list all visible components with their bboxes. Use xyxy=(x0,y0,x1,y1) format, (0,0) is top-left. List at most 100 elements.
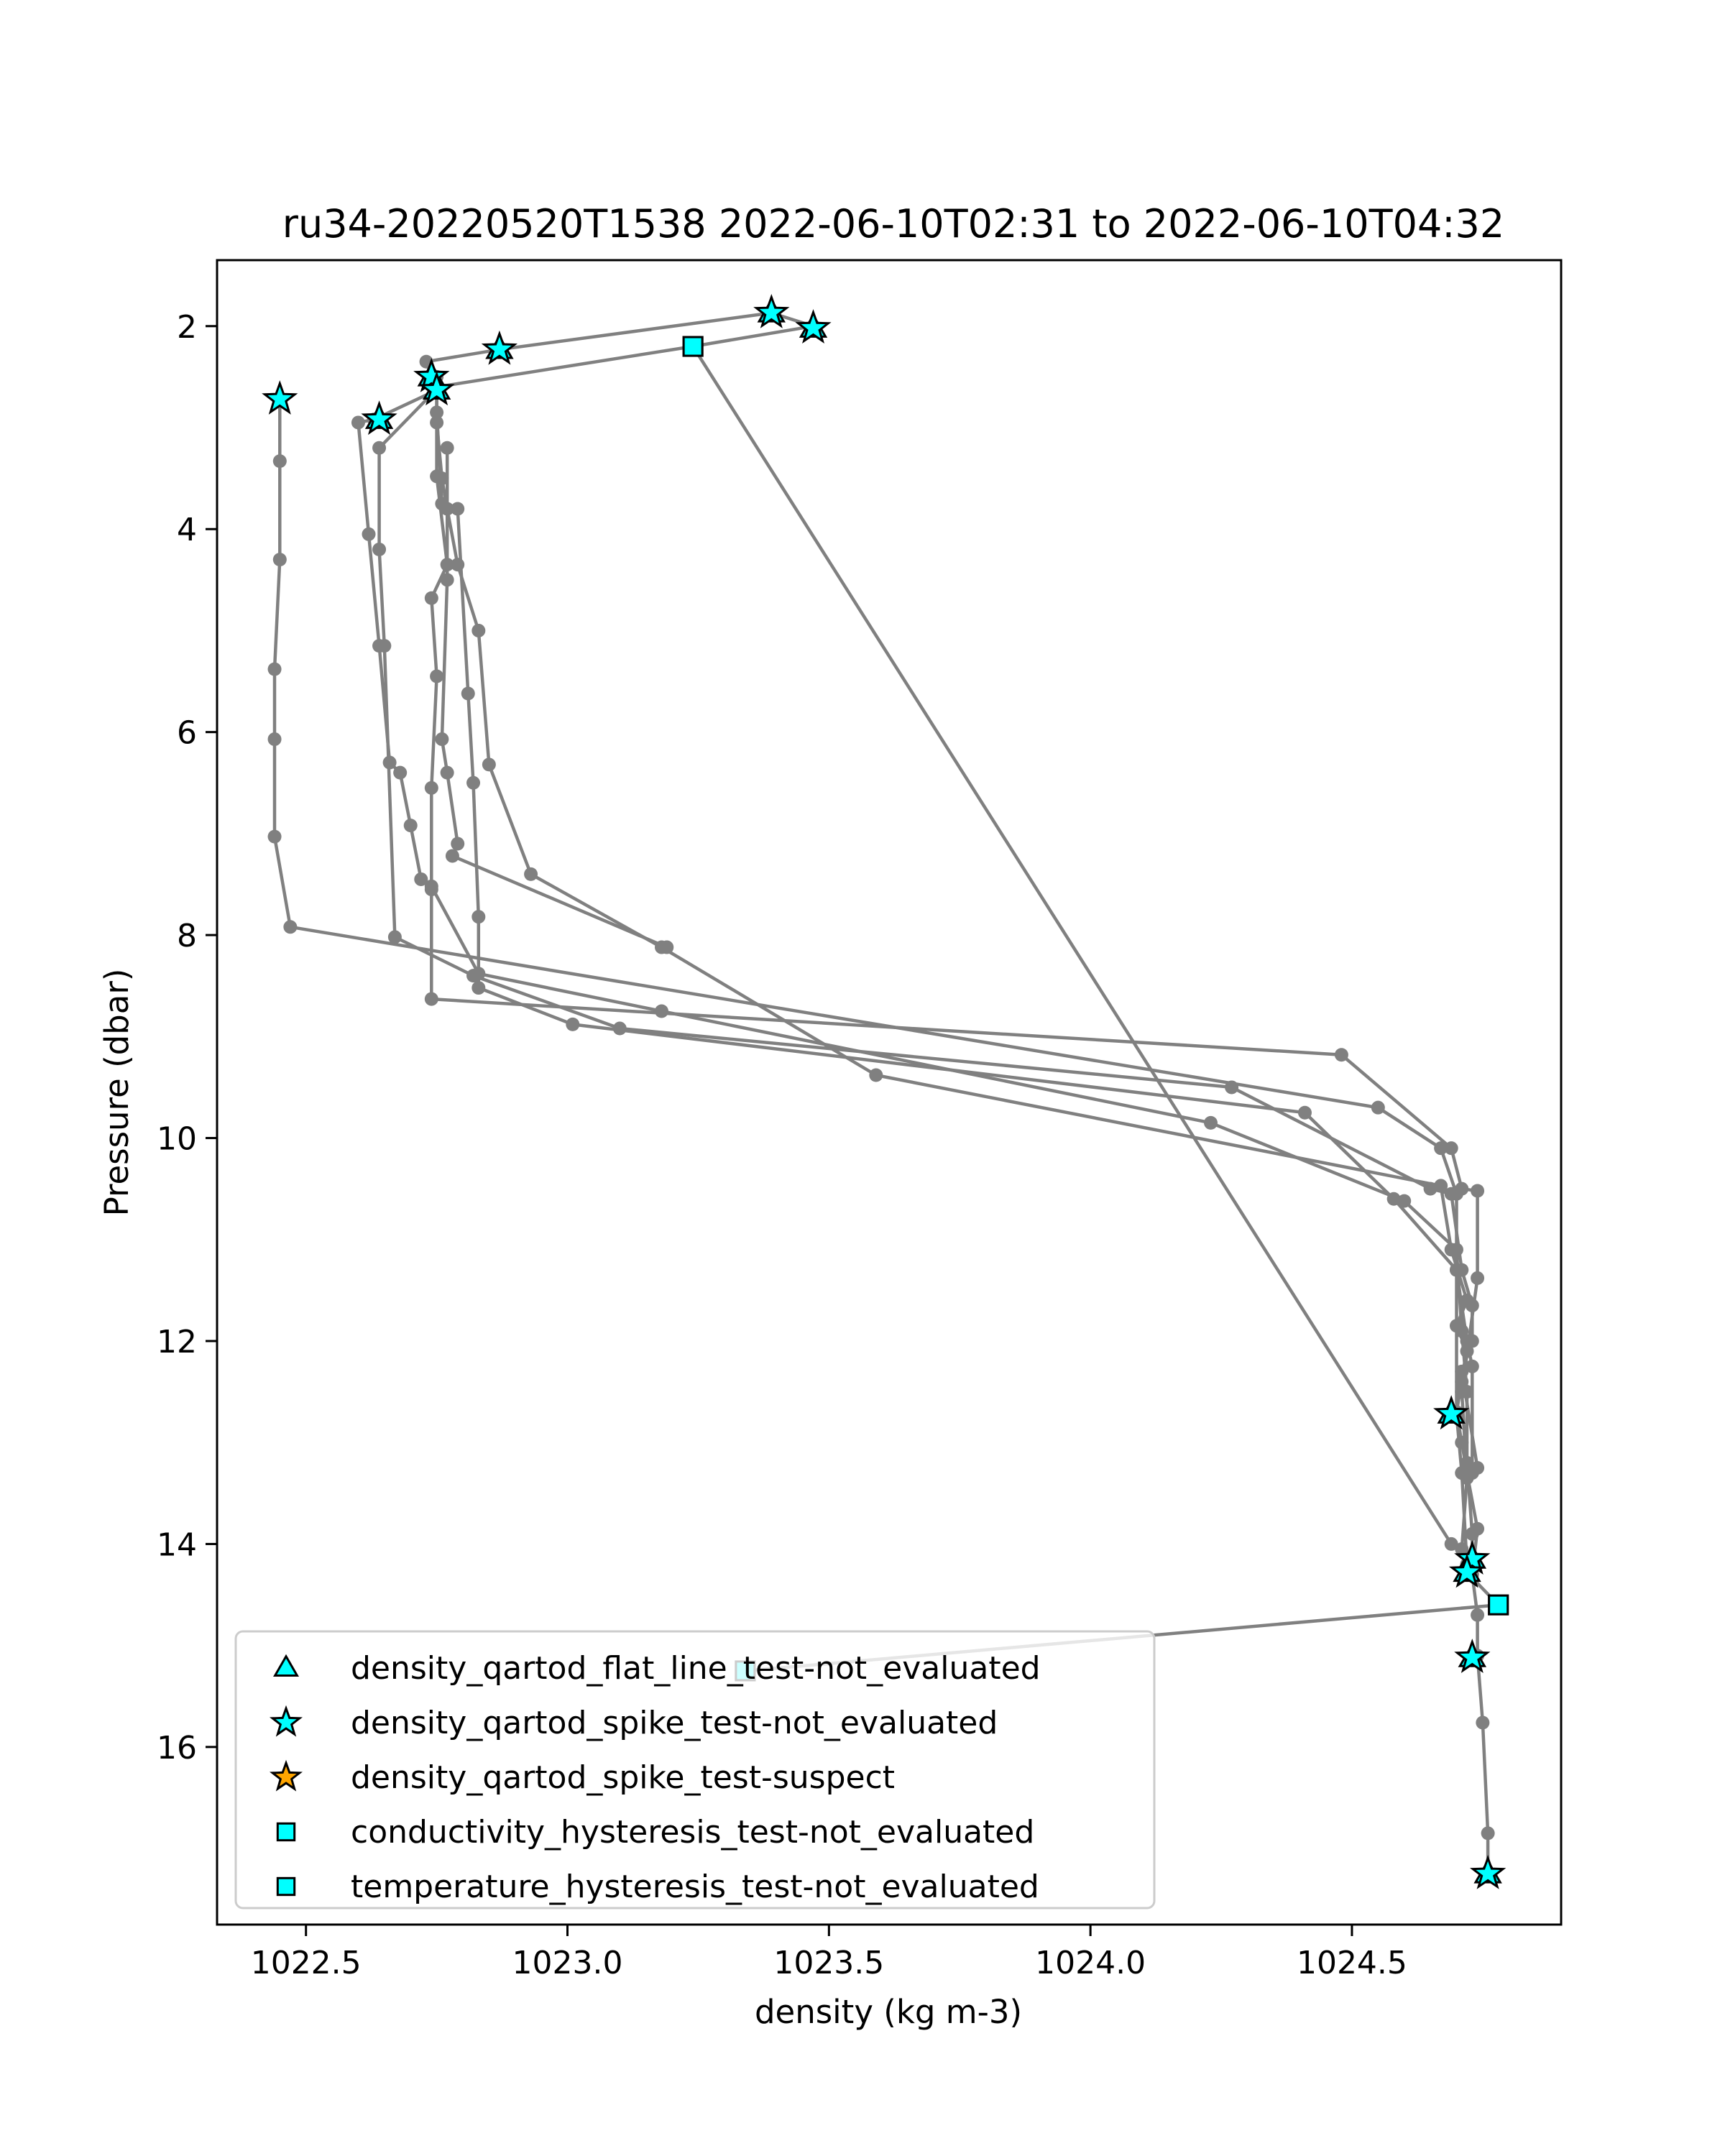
profile-point xyxy=(362,527,376,541)
profile-point xyxy=(424,780,438,795)
profile-point xyxy=(430,405,444,420)
profile-point xyxy=(1471,1521,1485,1536)
profile-point xyxy=(1397,1194,1412,1208)
profile-point xyxy=(1371,1100,1385,1115)
profile-point xyxy=(482,757,496,772)
y-tick-label: 10 xyxy=(157,1121,197,1158)
legend-label: conductivity_hysteresis_test-not_evaluat… xyxy=(351,1814,1034,1851)
profile-point xyxy=(1471,1608,1485,1622)
legend-marker-star xyxy=(270,1759,303,1792)
profile-point xyxy=(1203,1115,1218,1130)
profile-point xyxy=(430,669,444,683)
y-tick-label: 8 xyxy=(177,918,197,954)
y-tick-label: 6 xyxy=(177,715,197,752)
y-tick-label: 4 xyxy=(177,512,197,548)
x-tick-label: 1024.5 xyxy=(1297,1945,1407,1981)
profile-point xyxy=(1444,1141,1458,1156)
profile-point xyxy=(403,819,418,833)
spike-not-evaluated-marker xyxy=(753,293,790,328)
legend-label: temperature_hysteresis_test-not_evaluate… xyxy=(351,1869,1039,1905)
legend-box xyxy=(234,1630,1156,1909)
profile-point xyxy=(461,686,475,701)
legend-marker-triangle xyxy=(273,1654,299,1677)
x-tick-label: 1023.0 xyxy=(512,1945,623,1981)
spike-not-evaluated-marker xyxy=(413,357,450,392)
profile-point xyxy=(472,623,486,637)
profile-point xyxy=(351,415,365,430)
profile-point xyxy=(1481,1826,1495,1841)
spike-not-evaluated-marker xyxy=(418,371,455,406)
profile-point xyxy=(660,940,674,954)
profile-point xyxy=(267,829,282,844)
x-axis-label: density (kg m-3) xyxy=(755,1993,1022,2031)
profile-point xyxy=(869,1068,883,1082)
profile-point xyxy=(440,441,454,455)
temperature-hysteresis-marker xyxy=(1488,1594,1509,1616)
profile-line xyxy=(691,345,1453,1545)
spike-not-evaluated-marker xyxy=(481,330,518,365)
profile-point xyxy=(1465,1359,1479,1373)
legend-label: density_qartod_flat_line_test-not_evalua… xyxy=(351,1650,1041,1687)
profile-point xyxy=(445,849,459,863)
profile-point xyxy=(387,930,402,944)
profile-line xyxy=(356,311,1500,1673)
profile-point xyxy=(372,441,387,455)
profile-point xyxy=(472,910,486,924)
profile-point xyxy=(267,662,282,676)
profile-point xyxy=(424,992,438,1006)
profile-point xyxy=(1455,1181,1469,1196)
y-tick-label: 12 xyxy=(157,1324,197,1360)
profile-point xyxy=(472,981,486,995)
spike-not-evaluated-marker xyxy=(1454,1639,1491,1673)
profile-line xyxy=(377,387,1479,1468)
profile-point xyxy=(1297,1105,1312,1120)
axes-frame xyxy=(216,259,1563,1926)
y-tick-label: 16 xyxy=(157,1730,197,1766)
profile-point xyxy=(272,454,287,469)
profile-point xyxy=(466,775,481,790)
spike-not-evaluated-marker xyxy=(262,380,298,415)
legend-marker-square xyxy=(276,1822,296,1842)
profile-point xyxy=(1476,1715,1490,1730)
chart-title: ru34-20220520T1538 2022-06-10T02:31 to 2… xyxy=(282,201,1504,247)
y-axis-label: Pressure (dbar) xyxy=(98,969,136,1217)
profile-point xyxy=(424,591,438,605)
profile-point xyxy=(451,837,465,851)
spike-not-evaluated-marker xyxy=(361,400,397,436)
profile-point xyxy=(524,867,538,881)
y-axis: 2 4 6 8 10 12 14 16 xyxy=(157,309,217,1766)
profile-point xyxy=(435,732,449,747)
spike-not-evaluated-marker xyxy=(1448,1553,1486,1588)
profile-point xyxy=(414,872,428,886)
profile-point xyxy=(424,883,438,897)
profile-point xyxy=(654,1004,668,1018)
x-tick-label: 1022.5 xyxy=(251,1945,362,1981)
profile-point xyxy=(1444,1537,1458,1551)
profile-point xyxy=(1386,1192,1401,1206)
profile-point xyxy=(451,502,465,516)
x-tick-label: 1023.5 xyxy=(773,1945,884,1981)
profile-point xyxy=(283,920,298,934)
profile-point xyxy=(272,553,287,567)
profile-point xyxy=(267,732,282,747)
profile-point xyxy=(440,765,454,780)
x-tick-label: 1024.0 xyxy=(1035,1945,1146,1981)
profile-point xyxy=(1444,1243,1458,1257)
y-tick-label: 2 xyxy=(177,309,197,346)
profile-line xyxy=(435,412,1469,1565)
profile-point xyxy=(1449,1263,1463,1277)
spike-not-evaluated-marker xyxy=(795,309,832,344)
legend-label: density_qartod_spike_test-suspect xyxy=(351,1759,895,1796)
spike-not-evaluated-marker xyxy=(1433,1395,1470,1430)
profile-point xyxy=(393,765,408,780)
legend: density_qartod_flat_line_test-not_evalua… xyxy=(234,1630,1156,1909)
profile-point xyxy=(372,542,387,556)
profile-point xyxy=(1471,1184,1485,1198)
legend-marker-star xyxy=(270,1705,303,1737)
profile-point xyxy=(466,969,481,983)
legend-marker-square xyxy=(276,1876,296,1897)
profile-line xyxy=(272,399,1474,1473)
profile-point xyxy=(440,573,454,587)
x-axis: 1022.5 1023.0 1023.5 1024.0 1024.5 xyxy=(251,1925,1407,1981)
spike-not-evaluated-marker xyxy=(1469,1854,1506,1889)
